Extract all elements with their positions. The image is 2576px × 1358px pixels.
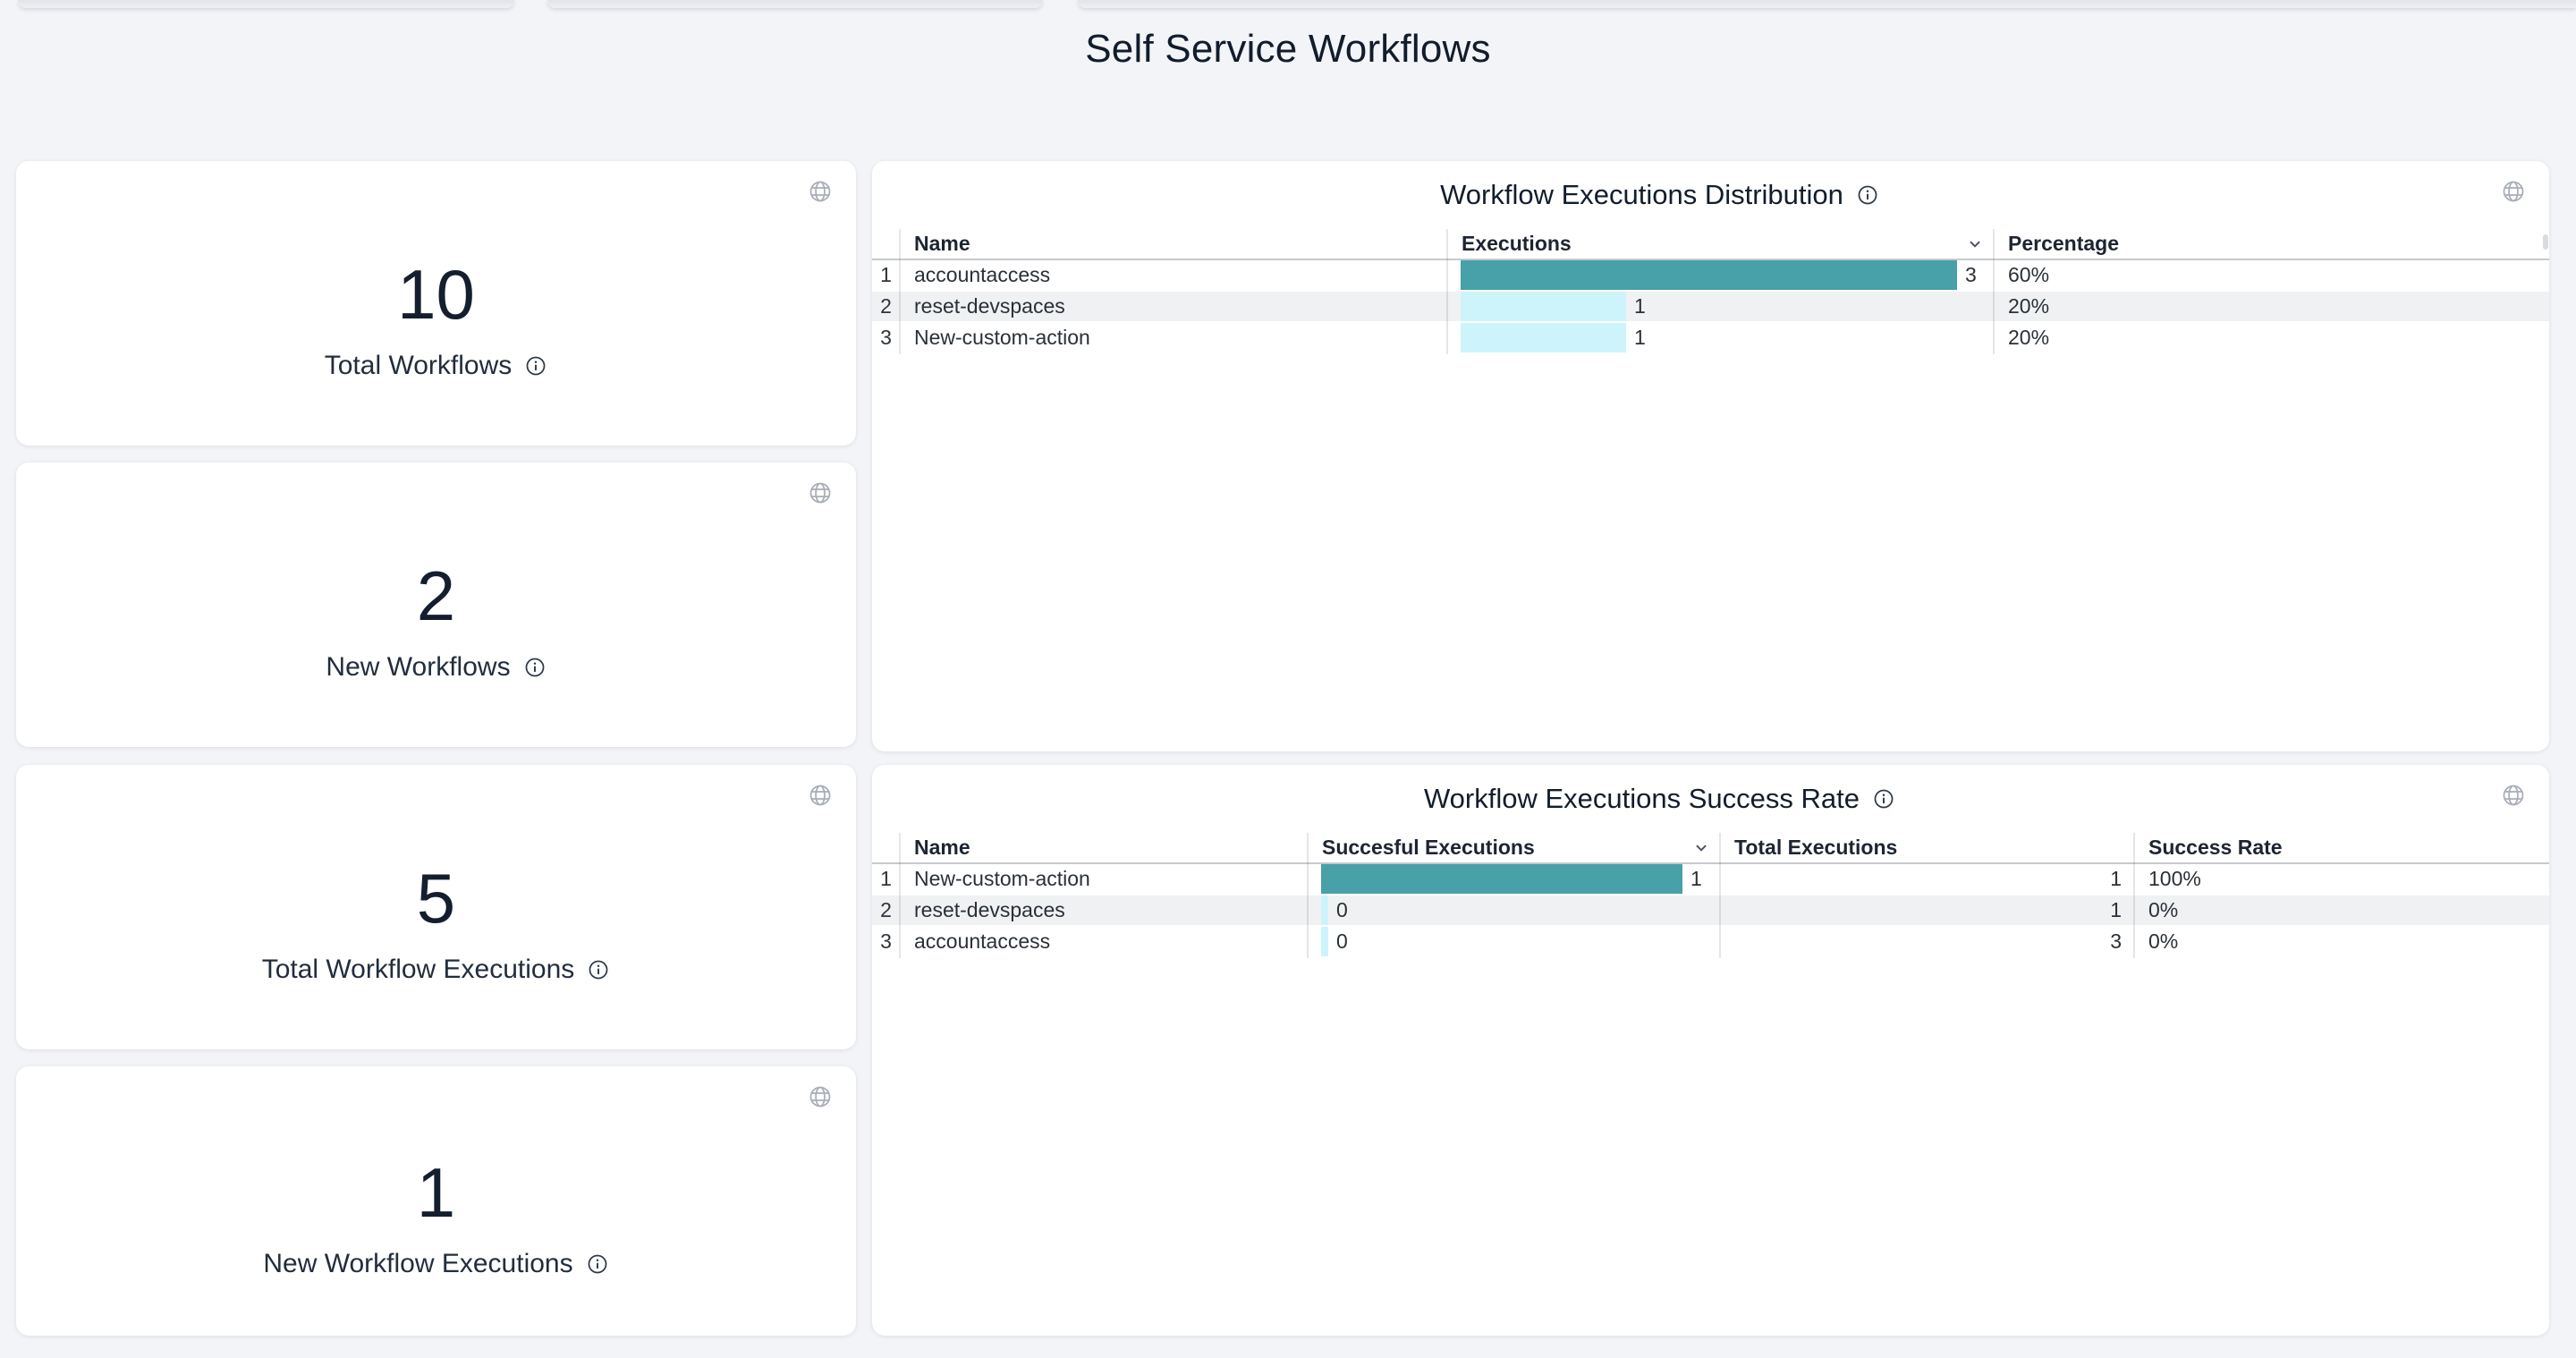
- table-header-row: Name Succesful Executions Total Executio…: [872, 833, 2549, 864]
- table-row: 2 reset-devspaces 1 20%: [872, 292, 2549, 323]
- globe-icon[interactable]: [808, 480, 833, 505]
- table-row: 3 New-custom-action 1 20%: [872, 323, 2549, 354]
- name-cell: accountaccess: [914, 929, 1051, 953]
- name-column-header[interactable]: Name: [914, 232, 970, 255]
- info-icon[interactable]: [587, 958, 610, 981]
- name-cell: reset-devspaces: [914, 898, 1065, 921]
- stat-value: 5: [416, 859, 456, 938]
- column-divider: [2133, 833, 2135, 958]
- executions-bar: [1461, 260, 1957, 290]
- column-divider: [1307, 833, 1309, 958]
- table-scrollbar-thumb[interactable]: [2543, 234, 2548, 250]
- executions-bar: [1461, 323, 1626, 352]
- row-number-cell: 2: [880, 898, 892, 921]
- successful-executions-bar-cell: 0: [1308, 895, 1720, 925]
- total-executions-cell: 3: [2110, 929, 2122, 953]
- table-row: 3 accountaccess 0 3 0%: [872, 927, 2549, 958]
- bar-value-label: 0: [1336, 898, 1348, 921]
- executions-bar: [1461, 292, 1626, 321]
- info-icon[interactable]: [523, 656, 547, 679]
- cutoff-card-bottom: [18, 0, 514, 8]
- total-executions-cell: 1: [2110, 867, 2122, 890]
- column-divider: [1719, 833, 1721, 958]
- page-title: Self Service Workflows: [1085, 27, 1491, 71]
- column-divider: [899, 229, 901, 354]
- name-cell: New-custom-action: [914, 867, 1090, 890]
- info-icon[interactable]: [586, 1252, 609, 1276]
- bar-value-label: 3: [1965, 263, 1977, 286]
- bar-value-label: 1: [1634, 326, 1646, 349]
- globe-icon[interactable]: [2501, 179, 2526, 204]
- successful-executions-bar-cell: 0: [1308, 927, 1720, 956]
- panel-workflow-executions-success-rate: Workflow Executions Success Rate Name Su…: [872, 765, 2549, 1336]
- successful-executions-bar: [1321, 927, 1328, 956]
- percentage-column-header[interactable]: Percentage: [2008, 232, 2120, 255]
- success-rate-column-header[interactable]: Success Rate: [2148, 836, 2283, 859]
- executions-bar-cell: 1: [1447, 292, 1994, 321]
- total-executions-cell: 1: [2110, 898, 2122, 921]
- successful-executions-bar: [1321, 895, 1328, 925]
- percentage-cell: 20%: [2008, 294, 2050, 318]
- info-icon[interactable]: [524, 354, 547, 378]
- success-rate-cell: 0%: [2148, 929, 2179, 953]
- stat-value: 1: [416, 1152, 456, 1232]
- table-row: 1 accountaccess 3 60%: [872, 260, 2549, 292]
- stat-card-new-workflows: 2 New Workflows: [16, 463, 856, 747]
- column-divider: [899, 833, 901, 958]
- name-cell: New-custom-action: [914, 326, 1090, 349]
- name-column-header[interactable]: Name: [914, 836, 970, 859]
- panel-title: Workflow Executions Success Rate: [1423, 783, 1860, 814]
- bar-value-label: 1: [1634, 294, 1646, 318]
- row-number-cell: 1: [880, 867, 892, 890]
- percentage-cell: 20%: [2008, 326, 2050, 349]
- row-number-cell: 3: [880, 929, 892, 953]
- bar-value-label: 0: [1336, 929, 1348, 953]
- total-executions-column-header[interactable]: Total Executions: [1734, 836, 1898, 859]
- cutoff-card-bottom: [1078, 0, 2576, 8]
- row-number-cell: 2: [880, 294, 892, 318]
- stat-value: 10: [397, 255, 475, 334]
- stat-card-total-workflows: 10 Total Workflows: [16, 161, 856, 446]
- row-number-cell: 1: [880, 263, 892, 286]
- success-rate-cell: 0%: [2148, 898, 2179, 921]
- executions-column-header[interactable]: Executions: [1447, 232, 1994, 256]
- globe-icon[interactable]: [2501, 783, 2526, 808]
- bar-value-label: 1: [1690, 867, 1702, 890]
- info-icon[interactable]: [1856, 183, 1879, 207]
- stat-value: 2: [416, 556, 456, 635]
- panel-title: Workflow Executions Distribution: [1440, 179, 1843, 210]
- stat-card-total-workflow-executions: 5 Total Workflow Executions: [16, 765, 856, 1049]
- successful-executions-bar: [1321, 864, 1682, 894]
- globe-icon[interactable]: [808, 1084, 833, 1109]
- name-cell: reset-devspaces: [914, 294, 1065, 318]
- sort-desc-icon: [1967, 236, 1983, 252]
- executions-bar-cell: 1: [1447, 323, 1994, 352]
- percentage-cell: 60%: [2008, 263, 2050, 286]
- table-row: 1 New-custom-action 1 1 100%: [872, 864, 2549, 895]
- globe-icon[interactable]: [808, 179, 833, 204]
- successful-executions-column-header[interactable]: Succesful Executions: [1308, 836, 1720, 860]
- stat-label: New Workflows: [326, 652, 511, 682]
- distribution-table: Name Executions Percentage 1 accountacce…: [872, 229, 2549, 354]
- sort-desc-icon: [1693, 840, 1709, 856]
- row-number-cell: 3: [880, 326, 892, 349]
- table-row: 2 reset-devspaces 0 1 0%: [872, 895, 2549, 927]
- success-rate-table: Name Succesful Executions Total Executio…: [872, 833, 2549, 958]
- successful-executions-bar-cell: 1: [1308, 864, 1720, 894]
- stat-card-new-workflow-executions: 1 New Workflow Executions: [16, 1066, 856, 1336]
- info-icon[interactable]: [1872, 787, 1895, 811]
- stat-label: Total Workflows: [324, 351, 513, 380]
- table-header-row: Name Executions Percentage: [872, 229, 2549, 260]
- cutoff-card-bottom: [547, 0, 1043, 8]
- stat-label: New Workflow Executions: [263, 1248, 573, 1278]
- name-cell: accountaccess: [914, 263, 1051, 286]
- success-rate-cell: 100%: [2148, 867, 2201, 890]
- column-divider: [1446, 229, 1448, 354]
- executions-bar-cell: 3: [1447, 260, 1994, 290]
- panel-workflow-executions-distribution: Workflow Executions Distribution Name Ex…: [872, 161, 2549, 751]
- stat-label: Total Workflow Executions: [261, 955, 575, 984]
- globe-icon[interactable]: [808, 783, 833, 808]
- column-divider: [1993, 229, 1995, 354]
